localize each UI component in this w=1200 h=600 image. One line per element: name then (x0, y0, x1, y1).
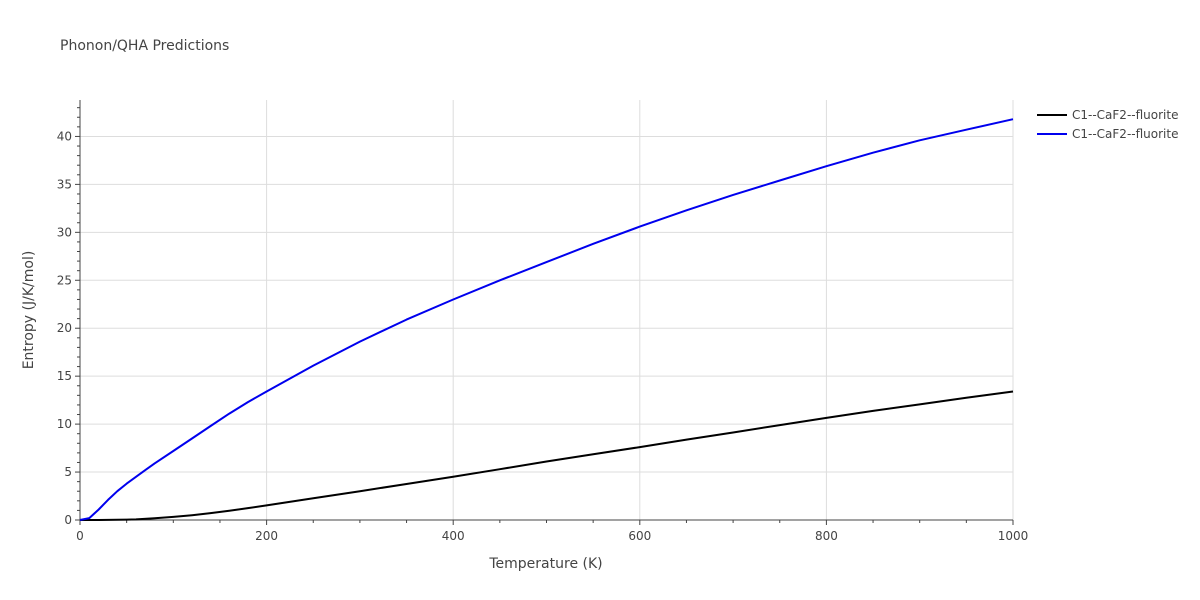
chart-title: Phonon/QHA Predictions (60, 38, 229, 54)
x-tick-label: 800 (815, 529, 838, 543)
y-tick-label: 20 (57, 321, 72, 335)
x-tick-label: 1000 (998, 529, 1029, 543)
series-lines (79, 118, 1014, 521)
y-tick-label: 0 (64, 513, 72, 527)
y-tick-label: 30 (57, 225, 72, 239)
legend-item-1[interactable]: C1--CaF2--fluorite (1037, 108, 1178, 122)
tick-labels: 0 200 400 600 800 1000 0 5 10 15 20 25 30 35 40 (57, 129, 1029, 543)
y-axis-title: Entropy (J/K/mol) (21, 251, 37, 370)
y-tick-label: 35 (57, 177, 72, 191)
series-line-2[interactable] (79, 118, 1014, 521)
x-axis-title: Temperature (K) (488, 556, 602, 572)
legend[interactable]: C1--CaF2--fluorite C1--CaF2--fluorite (1037, 108, 1178, 141)
series-line-1[interactable] (80, 390, 1014, 521)
y-tick-label: 25 (57, 273, 72, 287)
legend-label: C1--CaF2--fluorite (1072, 108, 1178, 122)
y-tick-label: 10 (57, 417, 72, 431)
y-tick-label: 15 (57, 369, 72, 383)
y-tick-label: 5 (64, 465, 72, 479)
legend-item-2[interactable]: C1--CaF2--fluorite (1037, 127, 1178, 141)
x-tick-label: 0 (76, 529, 84, 543)
x-tick-label: 400 (442, 529, 465, 543)
legend-label: C1--CaF2--fluorite (1072, 127, 1178, 141)
x-tick-label: 200 (255, 529, 278, 543)
axes (75, 100, 1014, 525)
gridlines (80, 100, 1014, 520)
x-tick-label: 600 (628, 529, 651, 543)
y-tick-label: 40 (57, 129, 72, 143)
